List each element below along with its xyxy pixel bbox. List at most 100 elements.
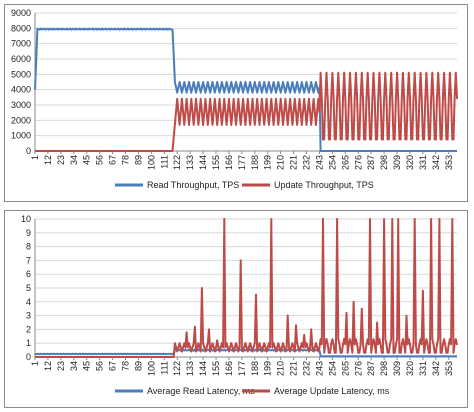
data-point: [403, 97, 406, 100]
data-point: [173, 123, 176, 126]
data-point: [216, 123, 219, 126]
data-point: [434, 351, 437, 354]
data-point: [297, 346, 300, 349]
x-tick-label: 12: [43, 361, 53, 371]
data-point: [209, 97, 212, 100]
data-point: [413, 71, 416, 74]
data-point: [385, 343, 388, 346]
data-point: [406, 343, 409, 346]
data-point: [357, 138, 360, 141]
data-point: [187, 123, 190, 126]
data-point: [75, 356, 78, 358]
data-point: [68, 150, 71, 152]
x-tick-label: 243: [314, 155, 324, 170]
data-point: [53, 150, 56, 152]
data-point: [300, 123, 303, 126]
data-point: [283, 346, 286, 349]
x-tick-label: 243: [314, 361, 324, 376]
data-point: [198, 110, 201, 113]
data-point: [318, 346, 321, 349]
x-tick-label: 287: [366, 361, 376, 376]
x-tick-label: 221: [289, 361, 299, 376]
x-tick-label: 89: [133, 155, 143, 165]
data-point: [399, 351, 402, 354]
data-point: [258, 342, 261, 345]
x-tick-label: 177: [237, 361, 247, 376]
data-point: [212, 346, 215, 349]
x-tick-label: 265: [340, 361, 350, 376]
data-point: [417, 138, 420, 141]
data-point: [251, 97, 254, 100]
data-point: [202, 342, 205, 345]
data-point: [99, 356, 102, 358]
data-point: [388, 343, 391, 346]
x-tick-label: 210: [276, 361, 286, 376]
data-point: [180, 97, 183, 100]
data-point: [142, 150, 145, 152]
data-point: [177, 346, 180, 349]
x-tick-label: 188: [250, 155, 260, 170]
y-tick-label: 0: [26, 146, 31, 156]
data-point: [195, 350, 198, 353]
data-point: [286, 123, 289, 126]
y-tick-label: 7000: [11, 39, 31, 49]
x-tick-label: 89: [133, 361, 143, 371]
y-tick-label: 1: [26, 338, 31, 348]
data-point: [110, 150, 113, 152]
data-point: [237, 350, 240, 353]
x-tick-label: 100: [146, 361, 156, 376]
data-point: [325, 71, 328, 74]
data-point: [198, 346, 201, 349]
data-point: [57, 150, 60, 152]
x-tick-label: 232: [302, 361, 312, 376]
data-point: [336, 218, 339, 220]
data-point: [39, 150, 42, 152]
data-point: [364, 138, 367, 141]
data-point: [131, 356, 134, 358]
data-point: [339, 351, 342, 354]
data-point: [50, 150, 53, 152]
x-tick-label: 276: [353, 361, 363, 376]
data-point: [329, 351, 332, 354]
data-point: [120, 150, 123, 152]
y-tick-label: 9000: [11, 8, 31, 18]
data-point: [89, 356, 92, 358]
data-point: [262, 110, 265, 113]
x-tick-label: 298: [379, 155, 389, 170]
data-point: [258, 123, 261, 126]
data-point: [276, 110, 279, 113]
x-tick-label: 67: [108, 155, 118, 165]
data-point: [367, 97, 370, 100]
data-point: [293, 97, 296, 100]
data-point: [297, 110, 300, 113]
data-point: [343, 338, 346, 341]
data-point: [216, 339, 219, 342]
data-point: [180, 350, 183, 353]
x-tick-label: 78: [121, 155, 131, 165]
data-point: [311, 346, 314, 349]
data-point: [452, 351, 455, 354]
data-point: [156, 150, 159, 152]
data-point: [265, 97, 268, 100]
data-point: [219, 110, 222, 113]
legend-label-update: Update Throughput, TPS: [274, 180, 374, 190]
data-point: [364, 351, 367, 354]
data-point: [64, 150, 67, 152]
data-point: [106, 356, 109, 358]
data-point: [325, 338, 328, 341]
data-point: [445, 351, 448, 354]
data-point: [378, 338, 381, 341]
data-point: [110, 356, 113, 358]
y-tick-label: 0: [26, 352, 31, 362]
data-point: [149, 150, 152, 152]
data-point: [448, 338, 451, 341]
data-point: [396, 71, 399, 74]
data-point: [456, 343, 458, 346]
data-point: [223, 218, 226, 220]
legend-label-read: Average Read Latency, ms: [147, 386, 255, 396]
data-point: [410, 351, 413, 354]
legend-label-read: Read Throughput, TPS: [147, 180, 239, 190]
data-point: [374, 351, 377, 354]
data-point: [353, 97, 356, 100]
